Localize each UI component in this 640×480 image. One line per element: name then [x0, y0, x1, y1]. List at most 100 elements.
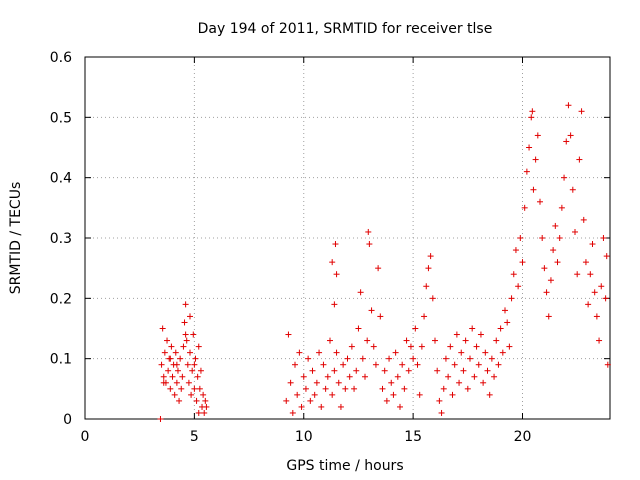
- data-point: [427, 253, 434, 260]
- data-point: [311, 391, 318, 398]
- data-point: [167, 385, 174, 392]
- data-point: [188, 391, 195, 398]
- x-tick-label: 5: [190, 429, 199, 445]
- data-point: [179, 373, 186, 380]
- data-point: [484, 367, 491, 374]
- data-point: [432, 337, 438, 344]
- data-points: [157, 102, 611, 422]
- data-point: [523, 168, 530, 175]
- data-point: [161, 349, 168, 356]
- x-tick-label: 15: [404, 429, 422, 445]
- data-point: [289, 409, 296, 416]
- data-point: [296, 349, 303, 356]
- data-point: [329, 391, 336, 398]
- data-point: [475, 361, 482, 368]
- data-point: [379, 385, 386, 392]
- data-point: [495, 361, 502, 368]
- data-point: [196, 385, 203, 392]
- data-point: [552, 222, 559, 229]
- data-point: [462, 337, 469, 344]
- data-point: [370, 343, 377, 350]
- data-point: [567, 132, 574, 139]
- data-point: [521, 204, 528, 211]
- data-point: [191, 385, 198, 392]
- data-point: [184, 361, 191, 368]
- data-point: [335, 379, 342, 386]
- y-tick-label: 0.5: [50, 110, 72, 126]
- data-point: [298, 403, 305, 410]
- data-point: [534, 132, 541, 139]
- data-point: [362, 373, 368, 380]
- data-point: [587, 271, 594, 278]
- data-point: [176, 397, 183, 404]
- data-point: [365, 228, 372, 235]
- data-point: [423, 283, 430, 290]
- y-tick-label: 0.3: [50, 231, 72, 247]
- data-point: [185, 379, 192, 386]
- chart-title: Day 194 of 2011, SRMTID for receiver tls…: [198, 21, 493, 37]
- data-point: [180, 343, 187, 350]
- data-point: [598, 283, 605, 290]
- data-point: [593, 313, 600, 320]
- data-point: [189, 367, 196, 374]
- data-point: [410, 355, 417, 362]
- data-point: [529, 108, 536, 115]
- data-point: [504, 319, 511, 326]
- data-point: [340, 361, 347, 368]
- data-point: [502, 307, 508, 314]
- data-point: [187, 349, 193, 356]
- data-point: [442, 355, 449, 362]
- data-point: [194, 373, 201, 380]
- data-point: [383, 397, 390, 404]
- data-point: [456, 379, 463, 386]
- data-point: [491, 373, 498, 380]
- data-point: [173, 361, 180, 368]
- x-tick-label: 10: [295, 429, 313, 445]
- data-point: [436, 397, 443, 404]
- data-point: [324, 373, 331, 380]
- data-point: [421, 313, 428, 320]
- data-point: [377, 313, 384, 320]
- data-point: [344, 355, 351, 362]
- data-point: [381, 367, 388, 374]
- data-point: [569, 186, 576, 193]
- data-point: [160, 379, 167, 386]
- data-point: [174, 367, 181, 374]
- data-point: [197, 367, 204, 374]
- x-axis-label: GPS time / hours: [286, 458, 403, 474]
- data-point: [318, 403, 325, 410]
- data-point: [603, 253, 610, 260]
- data-point: [493, 337, 500, 344]
- y-tick-label: 0.6: [50, 50, 72, 66]
- data-point: [348, 343, 355, 350]
- data-point: [287, 379, 294, 386]
- data-point: [565, 102, 572, 109]
- data-point: [499, 349, 506, 356]
- data-point: [561, 174, 568, 181]
- data-point: [537, 198, 543, 205]
- data-point: [355, 325, 362, 332]
- data-point: [510, 271, 517, 278]
- x-tick-labels: 0 5 10 15 20: [81, 429, 532, 445]
- data-point: [332, 241, 339, 248]
- data-point: [172, 349, 179, 356]
- data-point: [313, 379, 320, 386]
- data-point: [333, 349, 340, 356]
- data-point: [302, 385, 309, 392]
- data-point: [526, 144, 533, 151]
- x-tick-label: 20: [514, 429, 532, 445]
- data-point: [547, 277, 554, 284]
- data-point: [307, 397, 314, 404]
- data-point: [195, 409, 202, 416]
- data-point: [572, 228, 578, 235]
- data-point: [545, 313, 552, 320]
- data-point: [467, 355, 473, 362]
- data-point: [359, 355, 366, 362]
- data-point: [576, 156, 583, 163]
- data-point: [556, 235, 563, 241]
- data-point: [178, 385, 185, 392]
- data-point: [591, 289, 598, 296]
- data-point: [375, 265, 382, 272]
- data-point: [388, 379, 395, 386]
- data-point: [342, 385, 349, 392]
